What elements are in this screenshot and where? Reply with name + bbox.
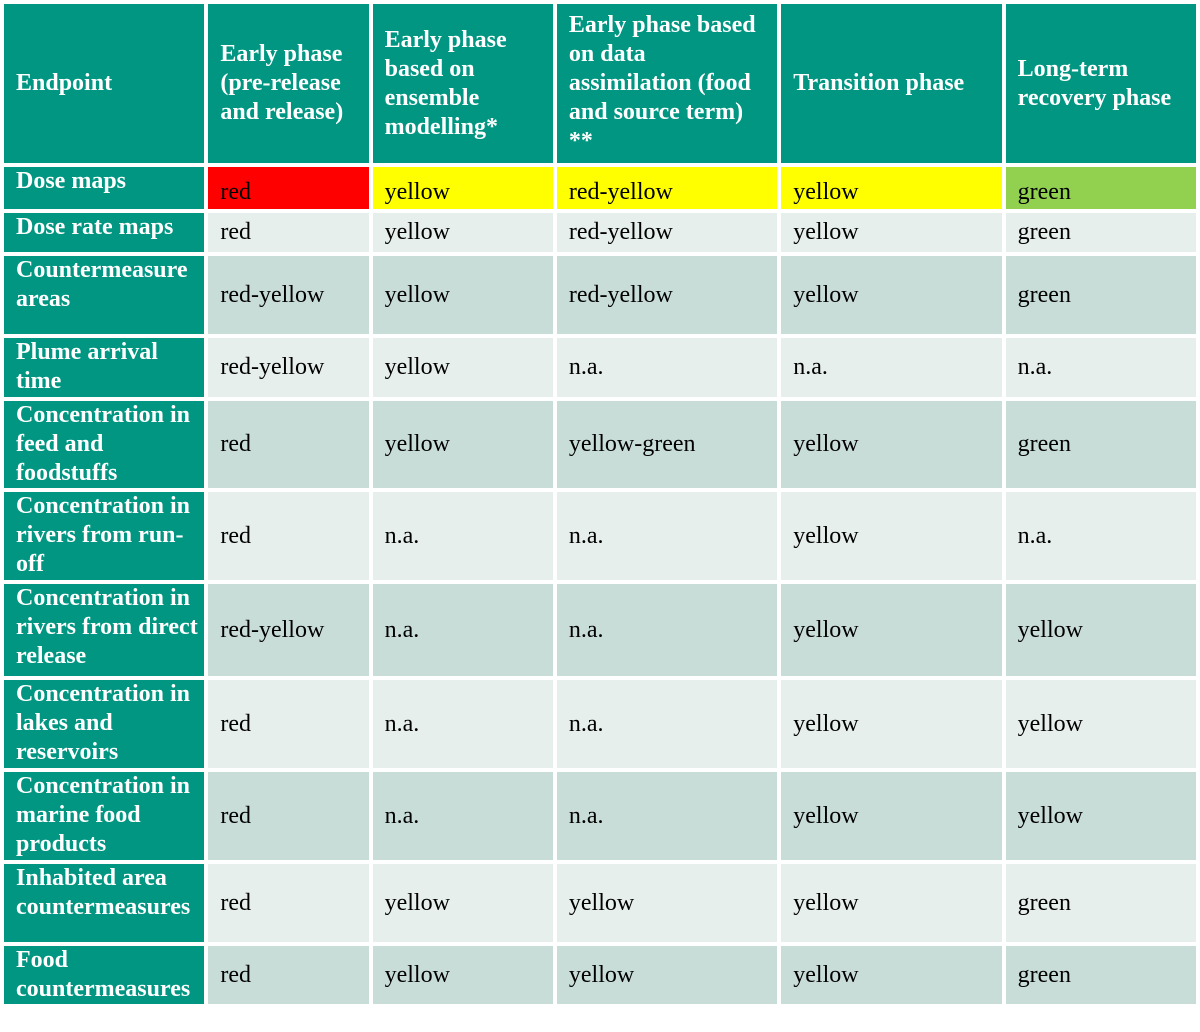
table-row-rivers-run-off: Concentration in rivers from run-off red… xyxy=(4,492,1196,580)
value-cell: green xyxy=(1005,401,1196,488)
value-cell: yellow-green xyxy=(556,401,778,488)
value-cell: n.a. xyxy=(372,772,553,860)
value-cell: red xyxy=(208,772,369,860)
value-cell: n.a. xyxy=(372,680,553,768)
value-cell: yellow xyxy=(781,401,1002,488)
endpoint-cell: Concentration in lakes and reservoirs xyxy=(4,680,205,768)
endpoint-cell: Plume arrival time xyxy=(4,338,205,397)
value-cell: n.a. xyxy=(556,584,778,676)
value-cell: n.a. xyxy=(556,680,778,768)
value-cell: yellow xyxy=(556,864,778,942)
header-data-assimilation: Early phase based on data assimilation (… xyxy=(556,4,778,163)
header-row: Endpoint Early phase (pre-release and re… xyxy=(4,4,1196,163)
value-cell: yellow xyxy=(781,680,1002,768)
value-cell: yellow xyxy=(781,864,1002,942)
endpoint-cell: Food countermeasures xyxy=(4,946,205,1004)
value-cell: green xyxy=(1005,946,1196,1004)
header-transition-phase: Transition phase xyxy=(781,4,1002,163)
value-cell: yellow xyxy=(781,167,1002,209)
value-cell: n.a. xyxy=(556,338,778,397)
table-row-dose-rate-maps: Dose rate maps red yellow red-yellow yel… xyxy=(4,213,1196,252)
endpoint-cell: Dose rate maps xyxy=(4,213,205,252)
endpoint-cell: Inhabited area countermeasures xyxy=(4,864,205,942)
value-cell: n.a. xyxy=(1005,492,1196,580)
value-cell: red-yellow xyxy=(556,256,778,334)
endpoint-cell: Concentration in feed and foodstuffs xyxy=(4,401,205,488)
value-cell: n.a. xyxy=(781,338,1002,397)
value-cell: red-yellow xyxy=(556,213,778,252)
value-cell: n.a. xyxy=(556,492,778,580)
value-cell: yellow xyxy=(781,772,1002,860)
value-cell: red xyxy=(208,946,369,1004)
value-cell: yellow xyxy=(372,213,553,252)
value-cell: green xyxy=(1005,213,1196,252)
value-cell: yellow xyxy=(1005,772,1196,860)
value-cell: red-yellow xyxy=(556,167,778,209)
value-cell: yellow xyxy=(781,213,1002,252)
header-ensemble-modelling: Early phase based on ensemble modelling* xyxy=(372,4,553,163)
endpoint-cell: Countermeasure areas xyxy=(4,256,205,334)
value-cell: yellow xyxy=(372,338,553,397)
table-row-rivers-direct-release: Concentration in rivers from direct rele… xyxy=(4,584,1196,676)
value-cell: n.a. xyxy=(556,772,778,860)
value-cell: red xyxy=(208,213,369,252)
value-cell: red-yellow xyxy=(208,584,369,676)
endpoint-phase-table: Endpoint Early phase (pre-release and re… xyxy=(4,4,1196,1004)
value-cell: red-yellow xyxy=(208,256,369,334)
value-cell: red xyxy=(208,401,369,488)
endpoint-cell: Concentration in rivers from direct rele… xyxy=(4,584,205,676)
value-cell: yellow xyxy=(1005,584,1196,676)
value-cell: red xyxy=(208,167,369,209)
table-row-food-countermeasures: Food countermeasures red yellow yellow y… xyxy=(4,946,1196,1004)
value-cell: yellow xyxy=(781,584,1002,676)
value-cell: red xyxy=(208,864,369,942)
table-row-feed-foodstuffs: Concentration in feed and foodstuffs red… xyxy=(4,401,1196,488)
value-cell: yellow xyxy=(372,401,553,488)
value-cell: green xyxy=(1005,256,1196,334)
value-cell: yellow xyxy=(372,864,553,942)
table-row-marine-food: Concentration in marine food products re… xyxy=(4,772,1196,860)
table-row-dose-maps: Dose maps red yellow red-yellow yellow g… xyxy=(4,167,1196,209)
value-cell: yellow xyxy=(781,256,1002,334)
header-early-phase: Early phase (pre-release and release) xyxy=(208,4,369,163)
value-cell: yellow xyxy=(781,946,1002,1004)
table-row-countermeasure-areas: Countermeasure areas red-yellow yellow r… xyxy=(4,256,1196,334)
value-cell: red-yellow xyxy=(208,338,369,397)
value-cell: yellow xyxy=(556,946,778,1004)
value-cell: n.a. xyxy=(372,584,553,676)
endpoint-cell: Concentration in rivers from run-off xyxy=(4,492,205,580)
value-cell: green xyxy=(1005,864,1196,942)
endpoint-cell: Concentration in marine food products xyxy=(4,772,205,860)
table-row-inhabited-area: Inhabited area countermeasures red yello… xyxy=(4,864,1196,942)
table-row-lakes-reservoirs: Concentration in lakes and reservoirs re… xyxy=(4,680,1196,768)
value-cell: n.a. xyxy=(372,492,553,580)
value-cell: yellow xyxy=(372,256,553,334)
value-cell: green xyxy=(1005,167,1196,209)
value-cell: red xyxy=(208,492,369,580)
value-cell: yellow xyxy=(372,167,553,209)
endpoint-cell: Dose maps xyxy=(4,167,205,209)
table-row-plume-arrival-time: Plume arrival time red-yellow yellow n.a… xyxy=(4,338,1196,397)
header-endpoint: Endpoint xyxy=(4,4,205,163)
value-cell: yellow xyxy=(781,492,1002,580)
value-cell: n.a. xyxy=(1005,338,1196,397)
value-cell: red xyxy=(208,680,369,768)
value-cell: yellow xyxy=(1005,680,1196,768)
value-cell: yellow xyxy=(372,946,553,1004)
header-long-term-recovery: Long-term recovery phase xyxy=(1005,4,1196,163)
